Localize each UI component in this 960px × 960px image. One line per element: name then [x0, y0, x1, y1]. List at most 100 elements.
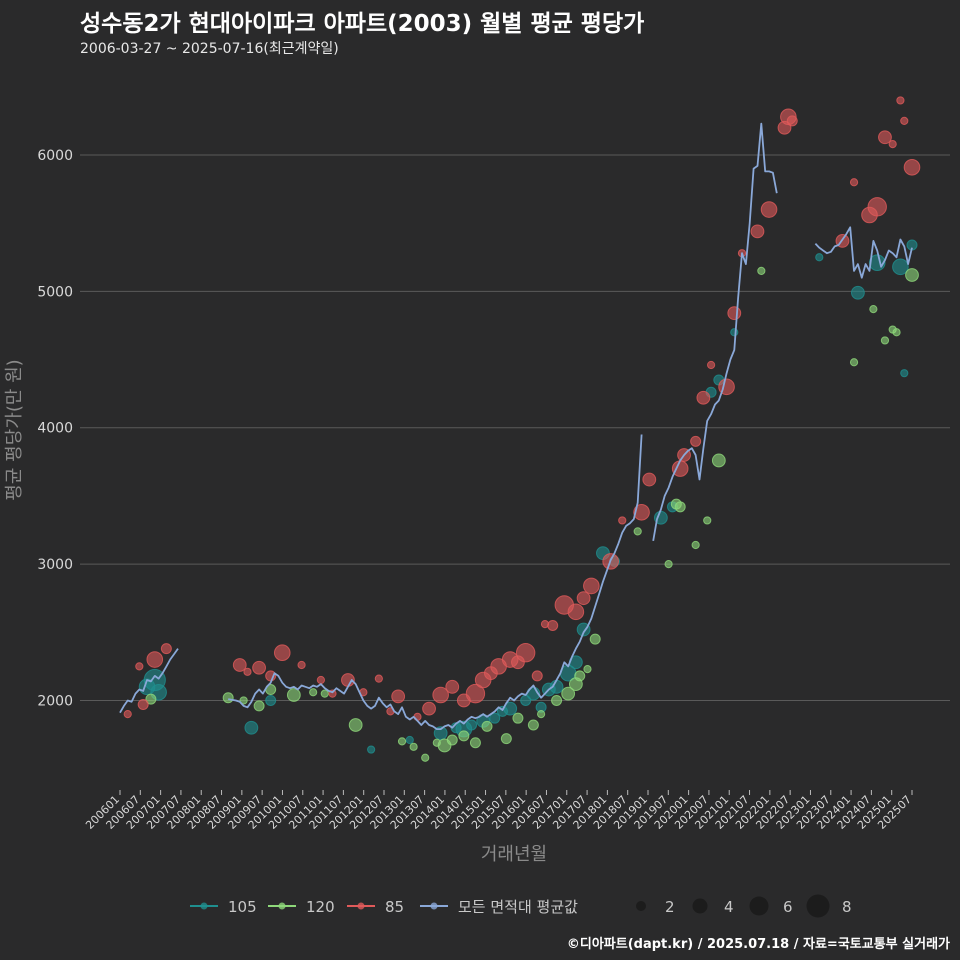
point-120: [320, 689, 329, 698]
point-120: [711, 453, 726, 468]
point-120: [583, 664, 592, 674]
point-85: [445, 679, 460, 694]
point-85: [727, 306, 742, 321]
y-axis-ticks: 2000 3000 4000 5000 6000: [37, 148, 73, 709]
y-tick-label: 3000: [37, 557, 73, 573]
legend-size-label: 8: [842, 898, 852, 916]
legend-size-label: 4: [724, 898, 734, 916]
point-85: [252, 660, 266, 675]
average-line-segment: [652, 122, 778, 542]
point-120: [537, 709, 546, 719]
point-85: [374, 674, 383, 683]
point-105: [851, 285, 865, 300]
point-120: [481, 720, 493, 732]
point-105: [892, 258, 909, 276]
x-axis-ticks: 2006012006072007012007072008012008072009…: [83, 790, 914, 832]
point-85: [123, 709, 132, 719]
point-85: [633, 503, 650, 521]
point-105: [244, 720, 259, 735]
point-120: [409, 742, 418, 751]
point-120: [469, 737, 481, 749]
point-85: [391, 689, 406, 704]
point-105: [405, 735, 414, 745]
y-tick-label: 2000: [37, 693, 73, 709]
legend-size-swatch: [749, 896, 769, 916]
data-points: [123, 96, 921, 762]
point-120: [286, 688, 301, 702]
point-85: [273, 644, 291, 662]
point-120: [500, 733, 512, 745]
point-105: [367, 745, 376, 754]
point-120: [527, 719, 539, 731]
chart-subtitle: 2006-03-27 ~ 2025-07-16(최근계약일): [80, 41, 339, 57]
point-120: [421, 753, 430, 762]
point-85: [707, 360, 716, 370]
point-85: [690, 435, 702, 447]
point-85: [878, 130, 892, 145]
legend-dot-swatch: [430, 902, 438, 910]
point-85: [422, 701, 436, 716]
grid-lines: [80, 154, 950, 701]
point-85: [316, 675, 325, 685]
y-tick-label: 5000: [37, 284, 73, 300]
point-85: [135, 662, 144, 671]
point-120: [869, 304, 878, 314]
legend-dot-swatch: [278, 902, 286, 910]
point-120: [849, 358, 859, 367]
point-120: [905, 268, 919, 282]
legend-label: 105: [228, 898, 257, 916]
point-120: [512, 712, 524, 724]
legend-size-swatch: [636, 901, 646, 911]
point-120: [664, 559, 673, 569]
chart-title: 성수동2가 현대아이파크 아파트(2003) 월별 평균 평당가: [80, 11, 645, 37]
point-85: [432, 686, 449, 704]
point-85: [888, 139, 897, 149]
point-85: [618, 516, 627, 525]
point-120: [892, 328, 901, 337]
point-120: [674, 501, 686, 513]
legend-size-label: 2: [665, 898, 675, 916]
point-120: [222, 692, 234, 704]
x-axis-title: 거래년월: [481, 844, 547, 865]
point-120: [589, 633, 601, 645]
point-85: [146, 651, 164, 668]
point-85: [896, 96, 905, 105]
legend-size-swatch: [692, 898, 708, 914]
average-line-segment: [814, 226, 913, 279]
point-120: [348, 718, 363, 732]
legend-label: 120: [306, 898, 335, 916]
point-105: [466, 719, 478, 731]
legend-size-swatch: [806, 894, 830, 918]
point-85: [531, 670, 543, 682]
point-105: [489, 712, 501, 724]
point-120: [633, 527, 642, 536]
point-105: [265, 694, 277, 706]
point-85: [750, 224, 765, 239]
point-105: [900, 369, 909, 378]
point-85: [137, 699, 149, 711]
legend-dot-swatch: [357, 902, 365, 910]
point-85: [232, 658, 247, 672]
point-120: [880, 336, 890, 345]
average-line: [119, 122, 913, 730]
point-85: [900, 116, 909, 126]
point-85: [515, 643, 536, 663]
point-85: [567, 603, 585, 621]
point-85: [547, 619, 559, 631]
point-120: [253, 700, 265, 712]
point-105: [815, 253, 824, 262]
point-85: [867, 197, 887, 217]
average-line-segment: [119, 648, 179, 714]
y-axis-title: 평균 평당가(만 원): [4, 359, 25, 500]
point-85: [903, 158, 921, 176]
legend: 105 120 85 모든 면적대 평균값 2 4 6 8: [190, 894, 852, 918]
legend-label: 모든 면적대 평균값: [458, 898, 578, 916]
point-120: [703, 516, 712, 525]
point-85: [160, 643, 172, 655]
point-105: [730, 328, 739, 337]
point-120: [561, 686, 576, 701]
source-credit: ©디아파트(dapt.kr) / 2025.07.18 / 자료=국토교통부 실…: [566, 937, 950, 952]
point-85: [696, 390, 711, 405]
legend-size-label: 6: [783, 898, 793, 916]
